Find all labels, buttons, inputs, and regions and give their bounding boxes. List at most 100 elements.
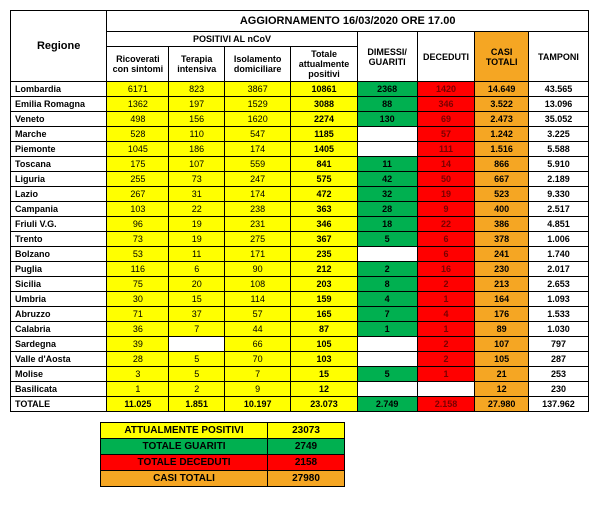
header-ricoverati: Ricoverati con sintomi	[107, 47, 169, 82]
isolamento-cell: 171	[225, 247, 291, 262]
region-cell: Veneto	[11, 112, 107, 127]
totale-pos-total: 23.073	[291, 397, 357, 412]
ricoverati-cell: 267	[107, 187, 169, 202]
header-totale-pos: Totale attualmente positivi	[291, 47, 357, 82]
totale-pos-cell: 10861	[291, 82, 357, 97]
totale-pos-cell: 1405	[291, 142, 357, 157]
table-row: Lazio2673117447232195239.330	[11, 187, 589, 202]
dimessi-total: 2.749	[357, 397, 417, 412]
ricoverati-cell: 255	[107, 172, 169, 187]
summary-row: CASI TOTALI27980	[101, 471, 345, 487]
region-cell: Abruzzo	[11, 307, 107, 322]
table-row: Abruzzo713757165741761.533	[11, 307, 589, 322]
terapia-cell: 6	[169, 262, 225, 277]
tamponi-cell: 253	[528, 367, 588, 382]
casi-cell: 105	[475, 352, 529, 367]
totale-pos-cell: 165	[291, 307, 357, 322]
header-positivi-group: POSITIVI AL nCoV	[107, 32, 357, 47]
deceduti-cell: 57	[417, 127, 475, 142]
table-row: Sicilia7520108203822132.653	[11, 277, 589, 292]
tamponi-cell: 35.052	[528, 112, 588, 127]
ricoverati-cell: 103	[107, 202, 169, 217]
ricoverati-cell: 175	[107, 157, 169, 172]
dimessi-cell: 8	[357, 277, 417, 292]
ricoverati-cell: 73	[107, 232, 169, 247]
region-cell: Puglia	[11, 262, 107, 277]
ricoverati-cell: 3	[107, 367, 169, 382]
totale-pos-cell: 105	[291, 337, 357, 352]
table-row: Friuli V.G.961923134618223864.851	[11, 217, 589, 232]
table-row: Trento7319275367563781.006	[11, 232, 589, 247]
casi-cell: 230	[475, 262, 529, 277]
totale-pos-cell: 841	[291, 157, 357, 172]
terapia-cell: 19	[169, 217, 225, 232]
deceduti-cell	[417, 382, 475, 397]
deceduti-cell: 1420	[417, 82, 475, 97]
tamponi-cell: 9.330	[528, 187, 588, 202]
table-row: Bolzano531117123562411.740	[11, 247, 589, 262]
summary-row: TOTALE DECEDUTI2158	[101, 455, 345, 471]
header-dimessi: DIMESSI/ GUARITI	[357, 32, 417, 82]
tamponi-cell: 43.565	[528, 82, 588, 97]
tamponi-cell: 287	[528, 352, 588, 367]
isolamento-cell: 44	[225, 322, 291, 337]
region-cell: Campania	[11, 202, 107, 217]
table-row: Lombardia61718233867108612368142014.6494…	[11, 82, 589, 97]
casi-cell: 89	[475, 322, 529, 337]
table-row: Umbria3015114159411641.093	[11, 292, 589, 307]
terapia-cell: 5	[169, 367, 225, 382]
totale-pos-cell: 15	[291, 367, 357, 382]
totale-pos-cell: 472	[291, 187, 357, 202]
region-cell: Marche	[11, 127, 107, 142]
covid-table: Regione AGGIORNAMENTO 16/03/2020 ORE 17.…	[10, 10, 589, 412]
totale-pos-cell: 235	[291, 247, 357, 262]
totale-pos-cell: 575	[291, 172, 357, 187]
tamponi-cell: 1.006	[528, 232, 588, 247]
summary-label: TOTALE DECEDUTI	[101, 455, 268, 471]
dimessi-cell: 7	[357, 307, 417, 322]
tamponi-cell: 1.740	[528, 247, 588, 262]
summary-row: ATTUALMENTE POSITIVI23073	[101, 423, 345, 439]
region-cell: Bolzano	[11, 247, 107, 262]
deceduti-cell: 22	[417, 217, 475, 232]
table-row: Piemonte104518617414051111.5165.588	[11, 142, 589, 157]
region-cell: Calabria	[11, 322, 107, 337]
totale-pos-cell: 346	[291, 217, 357, 232]
tamponi-cell: 1.093	[528, 292, 588, 307]
ricoverati-cell: 28	[107, 352, 169, 367]
dimessi-cell	[357, 382, 417, 397]
dimessi-cell	[357, 337, 417, 352]
totale-pos-cell: 2274	[291, 112, 357, 127]
totals-row: TOTALE11.0251.85110.19723.0732.7492.1582…	[11, 397, 589, 412]
totale-pos-cell: 203	[291, 277, 357, 292]
isolamento-cell: 275	[225, 232, 291, 247]
terapia-cell: 20	[169, 277, 225, 292]
isolamento-cell: 66	[225, 337, 291, 352]
terapia-cell: 197	[169, 97, 225, 112]
isolamento-cell: 3867	[225, 82, 291, 97]
deceduti-cell: 14	[417, 157, 475, 172]
ricoverati-total: 11.025	[107, 397, 169, 412]
casi-cell: 378	[475, 232, 529, 247]
terapia-cell: 15	[169, 292, 225, 307]
ricoverati-cell: 39	[107, 337, 169, 352]
header-terapia: Terapia intensiva	[169, 47, 225, 82]
region-cell: Piemonte	[11, 142, 107, 157]
header-tamponi: TAMPONI	[528, 32, 588, 82]
isolamento-cell: 9	[225, 382, 291, 397]
totale-pos-cell: 103	[291, 352, 357, 367]
region-cell: Basilicata	[11, 382, 107, 397]
deceduti-cell: 346	[417, 97, 475, 112]
totale-pos-cell: 1185	[291, 127, 357, 142]
tamponi-cell: 4.851	[528, 217, 588, 232]
summary-value: 2749	[268, 439, 345, 455]
region-cell: Liguria	[11, 172, 107, 187]
totale-pos-cell: 87	[291, 322, 357, 337]
casi-cell: 2.473	[475, 112, 529, 127]
tamponi-cell: 2.517	[528, 202, 588, 217]
region-cell: Toscana	[11, 157, 107, 172]
region-cell: Umbria	[11, 292, 107, 307]
terapia-cell	[169, 337, 225, 352]
tamponi-cell: 5.588	[528, 142, 588, 157]
deceduti-cell: 2	[417, 277, 475, 292]
